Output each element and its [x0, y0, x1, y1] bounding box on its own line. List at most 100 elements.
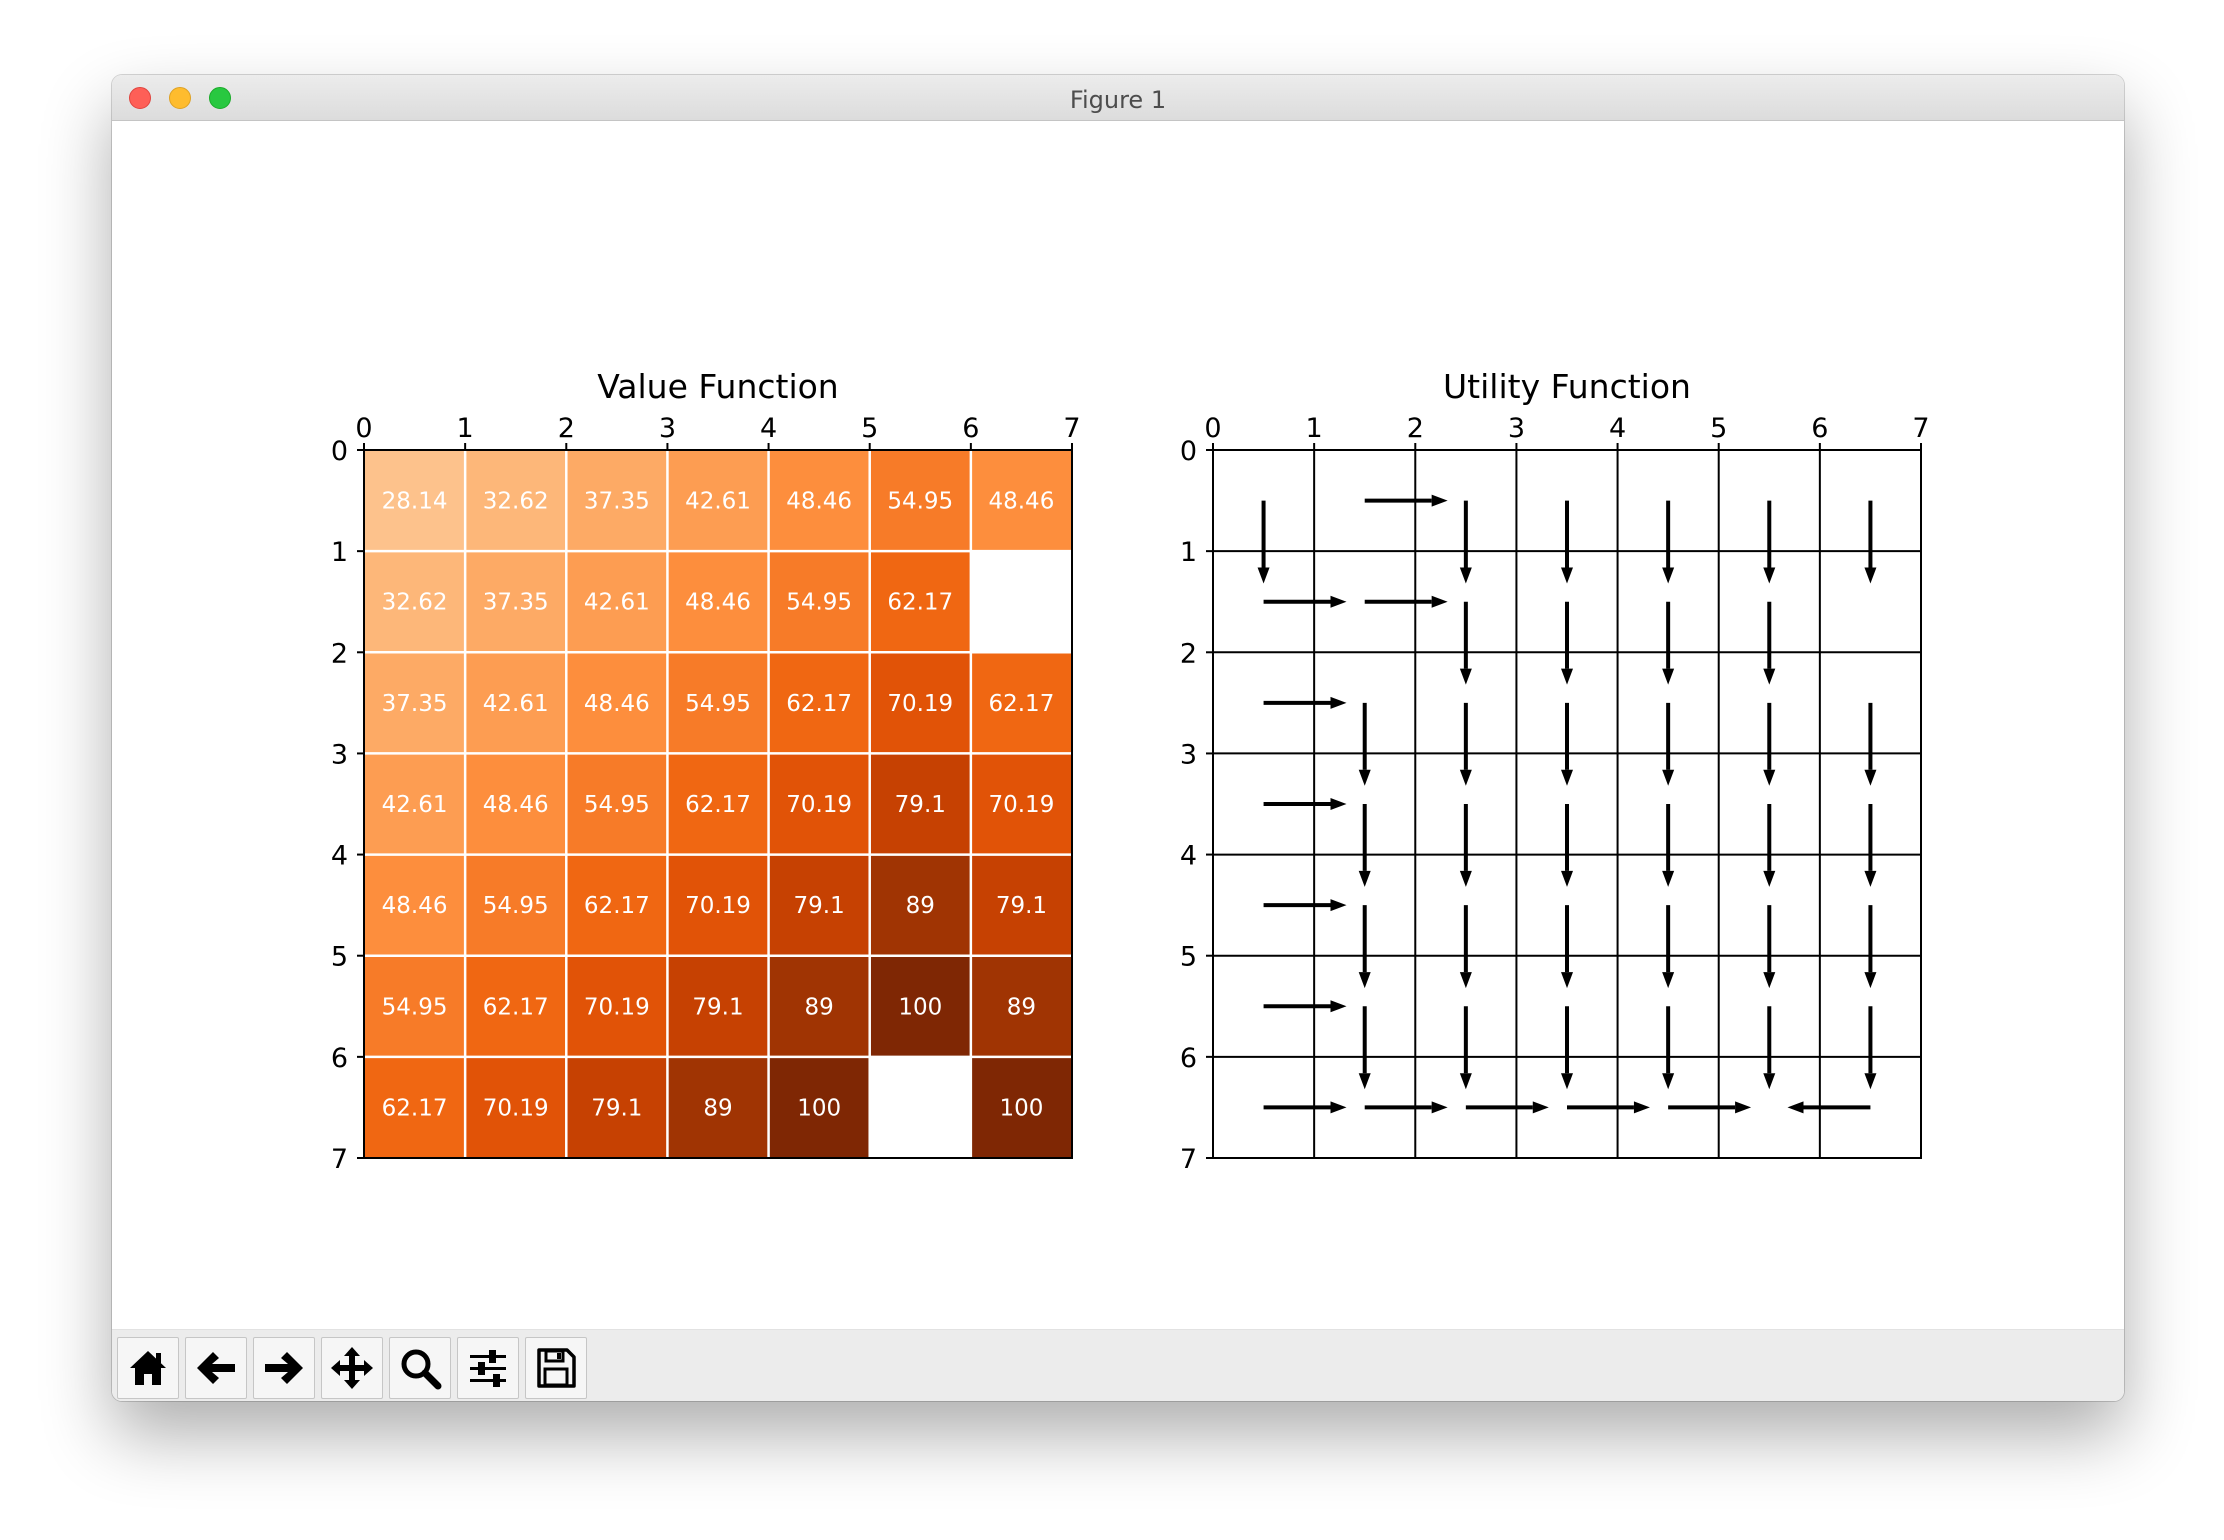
save-button[interactable]	[525, 1337, 587, 1399]
arrow-left-icon	[197, 1352, 235, 1384]
policy-arrow	[1263, 696, 1347, 709]
arrow-head	[1763, 972, 1776, 989]
policy-arrow	[1662, 804, 1675, 887]
navigation-toolbar	[112, 1329, 2124, 1401]
arrow-head	[1431, 1101, 1448, 1114]
policy-arrow	[1763, 702, 1776, 786]
heatmap-cell	[970, 1056, 1072, 1158]
arrow-head	[1330, 595, 1347, 608]
cell-value-label: 62.17	[584, 893, 650, 919]
cell-value-label: 48.46	[584, 691, 650, 717]
cell-value-label: 54.95	[584, 792, 650, 818]
arrow-head	[1330, 1101, 1347, 1114]
home-button[interactable]	[117, 1337, 179, 1399]
heatmap-cell	[869, 450, 971, 552]
heatmap-cell	[768, 551, 870, 653]
arrow-head	[1864, 1073, 1877, 1090]
zoom-button[interactable]	[389, 1337, 451, 1399]
heatmap-cell	[768, 854, 870, 956]
x-tick-label: 4	[760, 413, 777, 444]
back-button[interactable]	[185, 1337, 247, 1399]
heatmap-cell	[364, 955, 466, 1057]
policy-arrow	[1763, 1006, 1776, 1090]
policy-arrow	[1787, 1101, 1871, 1114]
x-tick-label: 5	[1710, 413, 1727, 444]
heatmap-cell	[465, 450, 567, 552]
heatmap-cell	[970, 955, 1072, 1057]
heatmap-cell	[566, 854, 668, 956]
policy-arrow	[1364, 595, 1448, 608]
heatmap-cell	[566, 1056, 668, 1158]
cell-value-label: 100	[898, 994, 942, 1020]
arrow-head	[1459, 668, 1472, 685]
cell-value-label: 70.19	[988, 792, 1054, 818]
policy-arrow	[1358, 1006, 1371, 1090]
y-tick-label: 2	[1180, 638, 1197, 669]
forward-button[interactable]	[253, 1337, 315, 1399]
policy-arrow	[1263, 798, 1347, 810]
cell-value-label: 62.17	[887, 590, 953, 616]
y-tick-label: 0	[1180, 436, 1197, 467]
cell-value-label: 70.19	[786, 792, 852, 818]
cell-value-label: 48.46	[483, 792, 549, 818]
heatmap-cell	[465, 551, 567, 653]
y-tick-label: 7	[331, 1144, 348, 1175]
policy-arrow	[1763, 905, 1776, 989]
close-window-button[interactable]	[129, 87, 151, 109]
configure-subplots-button[interactable]	[457, 1337, 519, 1399]
arrow-head	[1662, 668, 1675, 685]
arrow-head	[1459, 870, 1472, 887]
cell-value-label: 48.46	[685, 590, 751, 616]
heatmap-cell	[667, 652, 769, 754]
policy-arrow	[1459, 804, 1472, 887]
arrow-head	[1459, 567, 1472, 584]
heatmap-cell	[566, 955, 668, 1057]
figure-canvas[interactable]: 28.14 32.62 37.35 42.61 48.46 54.95 48.46 32.62…	[112, 121, 2124, 1329]
cell-value-label: 54.95	[786, 590, 852, 616]
axes-frame	[1212, 449, 1922, 1159]
arrow-head	[1257, 567, 1270, 584]
cell-value-label: 62.17	[786, 691, 852, 717]
heatmap-cell	[364, 1056, 466, 1158]
cell-value-label: 42.61	[685, 489, 751, 515]
y-tick-label: 5	[1180, 942, 1197, 973]
minimize-window-button[interactable]	[169, 87, 191, 109]
policy-arrow	[1662, 702, 1675, 786]
policy-arrow	[1864, 1006, 1877, 1090]
arrow-head	[1561, 668, 1573, 685]
cell-value-label: 48.46	[382, 893, 448, 919]
cell-value-label: 48.46	[786, 489, 852, 515]
cell-value-label: 42.61	[382, 792, 448, 818]
heatmap-cell	[970, 450, 1072, 552]
pan-button[interactable]	[321, 1337, 383, 1399]
y-tick-label: 2	[331, 638, 348, 669]
heatmap-cell	[465, 652, 567, 754]
x-tick-label: 3	[659, 413, 676, 444]
cell-value-label: 54.95	[483, 893, 549, 919]
arrow-head	[1864, 567, 1877, 584]
heatmap-cell	[566, 450, 668, 552]
cell-value-label: 42.61	[584, 590, 650, 616]
arrow-head	[1763, 870, 1776, 887]
policy-arrow	[1864, 804, 1877, 887]
policy-arrow	[1561, 905, 1573, 989]
utility-function-chart: Utility Function 0 1 2 3 4 5 6 7 0 1 2 3 4 5 6 7	[1180, 367, 1930, 1175]
zoom-window-button[interactable]	[209, 87, 231, 109]
policy-arrow	[1561, 1006, 1573, 1090]
y-tick-label: 1	[331, 537, 348, 568]
cell-value-label: 62.17	[988, 691, 1054, 717]
heatmap-cell	[869, 753, 971, 855]
arrow-head	[1532, 1101, 1549, 1114]
x-tick-label: 1	[1306, 413, 1323, 444]
x-tick-label: 2	[558, 413, 575, 444]
heatmap-cell	[667, 1056, 769, 1158]
arrow-head	[1431, 595, 1448, 608]
x-tick-label: 3	[1508, 413, 1525, 444]
y-tick-label: 1	[1180, 537, 1197, 568]
heatmap-cell	[970, 753, 1072, 855]
window-title: Figure 1	[1069, 86, 1167, 114]
policy-arrow	[1358, 702, 1371, 786]
arrow-head	[1561, 1073, 1573, 1090]
policy-arrow	[1257, 500, 1270, 584]
y-tick-label: 5	[331, 942, 348, 973]
